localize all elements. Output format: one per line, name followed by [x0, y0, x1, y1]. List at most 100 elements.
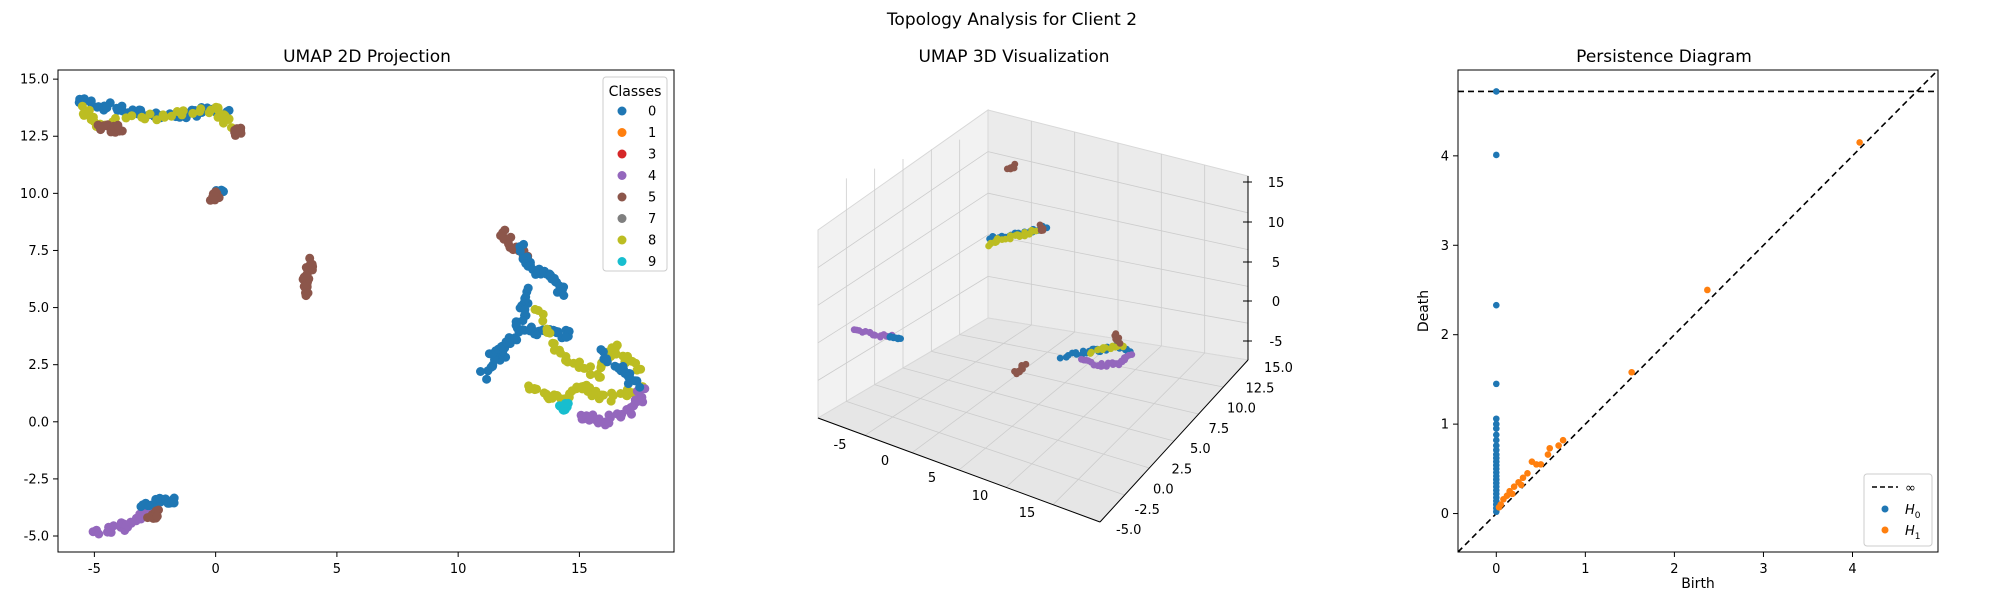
grid-line — [817, 234, 989, 344]
umap-2d-point — [637, 392, 647, 402]
umap-2d-point — [305, 253, 315, 263]
umap-2d-y-axis: -5.0 -2.5 0.0 2.5 5.0 7.5 10.0 12.5 15.0 — [20, 73, 58, 545]
y-tick-label: 5.0 — [1190, 442, 1211, 457]
y-tick-label: 1 — [1441, 418, 1449, 433]
grid-line — [987, 276, 1249, 324]
h1-point — [1495, 503, 1503, 511]
umap-3d-point — [1073, 351, 1081, 358]
umap-3d-points — [850, 160, 1136, 378]
umap-2d-point — [518, 325, 527, 335]
h1-point — [1509, 490, 1516, 498]
umap-2d-point — [152, 511, 162, 521]
legend-swatch-class-0 — [617, 106, 627, 116]
y-tick-label: 2 — [1441, 328, 1449, 343]
z-tick-label: 15 — [1268, 176, 1285, 191]
y-tick-label: 12.5 — [1246, 381, 1275, 396]
umap-2d-point — [476, 367, 485, 376]
y-tick-label: 10.0 — [1227, 402, 1256, 417]
umap-2d-point — [635, 382, 645, 392]
umap-3d-point — [871, 332, 879, 339]
umap-2d-point — [559, 282, 569, 292]
y-tick-label: -5.0 — [1116, 523, 1141, 538]
legend-swatch-class-4 — [617, 171, 627, 180]
legend-swatch-class-9 — [617, 257, 627, 266]
umap-2d-point — [523, 283, 533, 293]
umap-2d-point — [593, 369, 603, 379]
figure-title: Topology Analysis for Client 2 — [886, 10, 1137, 30]
umap-2d-point — [575, 357, 584, 367]
x-tick-label: 10 — [972, 489, 989, 504]
h0-point — [1492, 88, 1500, 95]
h0-point — [1492, 436, 1500, 444]
persistence-y-label: Death — [1416, 290, 1432, 332]
h1-point — [1510, 483, 1518, 491]
h1-point — [1500, 495, 1507, 503]
persistence-panel: Persistence Diagram 0 1 2 3 4 0 1 2 3 4 Birth De… — [1416, 47, 1939, 592]
umap-3d-point — [1032, 227, 1040, 235]
umap-2d-point — [211, 187, 221, 197]
umap-2d-point — [593, 418, 603, 428]
x-tick-label: 0 — [1492, 562, 1500, 577]
umap-2d-point — [188, 108, 198, 118]
persistence-x-axis: 0 1 2 3 4 — [1492, 552, 1857, 577]
x-tick-label: 15 — [1019, 506, 1036, 521]
legend-label-class-8: 8 — [648, 234, 656, 249]
umap-2d-x-axis: -5 0 5 10 15 — [88, 552, 588, 577]
umap-2d-point — [530, 304, 540, 314]
legend-entries: 0 1 3 4 5 7 8 9 — [617, 105, 656, 270]
umap-2d-point — [559, 291, 569, 300]
umap-3d-point — [1087, 348, 1095, 356]
umap-2d-point — [585, 370, 595, 380]
umap-3d-point — [1037, 226, 1045, 234]
legend-label-class-4: 4 — [648, 169, 656, 184]
umap-2d-point — [538, 309, 548, 319]
umap-3d-point — [1002, 235, 1009, 243]
legend-h1-label: H1 — [1905, 524, 1921, 542]
umap-2d-point — [482, 374, 492, 384]
z-tick-label: 0 — [1272, 295, 1280, 310]
umap-3d-point — [1097, 363, 1105, 370]
h1-point — [1544, 451, 1552, 458]
h0-point — [1492, 301, 1500, 309]
y-tick-label: 10.0 — [20, 187, 49, 202]
x-tick-label: 5 — [333, 562, 341, 577]
h1-point — [1537, 461, 1545, 468]
diagonal-line — [1457, 69, 1939, 553]
umap-2d-point — [561, 332, 571, 342]
legend-label-class-5: 5 — [648, 191, 656, 206]
legend-swatch-class-5 — [617, 192, 627, 202]
umap-3d-point — [1011, 160, 1019, 168]
grid-line — [817, 151, 989, 268]
umap-2d-point — [110, 113, 120, 123]
umap-2d-point — [607, 388, 617, 398]
h1-point — [1517, 481, 1525, 489]
y-tick-label: -2.5 — [24, 472, 49, 487]
x-tick-label: 0 — [881, 454, 889, 469]
umap-2d-point — [86, 96, 96, 106]
y-tick-label: 0.0 — [28, 415, 49, 430]
h0-point — [1492, 425, 1500, 432]
umap-3d-point — [1016, 233, 1023, 241]
umap-2d-point — [602, 357, 612, 367]
umap-2d-point — [145, 109, 155, 119]
grid-line — [987, 151, 1249, 214]
umap-2d-points — [74, 94, 650, 539]
y-tick-label: 15.0 — [1264, 361, 1293, 376]
x-axis-line — [817, 417, 1101, 523]
legend-swatch-class-1 — [617, 128, 627, 137]
umap-2d-point — [109, 521, 119, 531]
grid-line — [987, 234, 1249, 287]
legend-title: Classes — [609, 84, 662, 100]
umap-2d-point — [94, 529, 104, 539]
x-tick-label: 0 — [211, 562, 219, 577]
h1-point — [1559, 436, 1567, 444]
umap-2d-axes-frame — [57, 69, 675, 553]
grid-line — [817, 192, 989, 306]
y-tick-label: 12.5 — [20, 130, 49, 145]
umap-3d-point — [897, 335, 904, 342]
legend-frame — [1863, 473, 1933, 547]
z-tick-label: -5 — [1270, 335, 1283, 350]
h1-point — [1555, 442, 1562, 449]
umap-3d-point — [1116, 339, 1124, 347]
umap-2d-point — [127, 111, 137, 121]
